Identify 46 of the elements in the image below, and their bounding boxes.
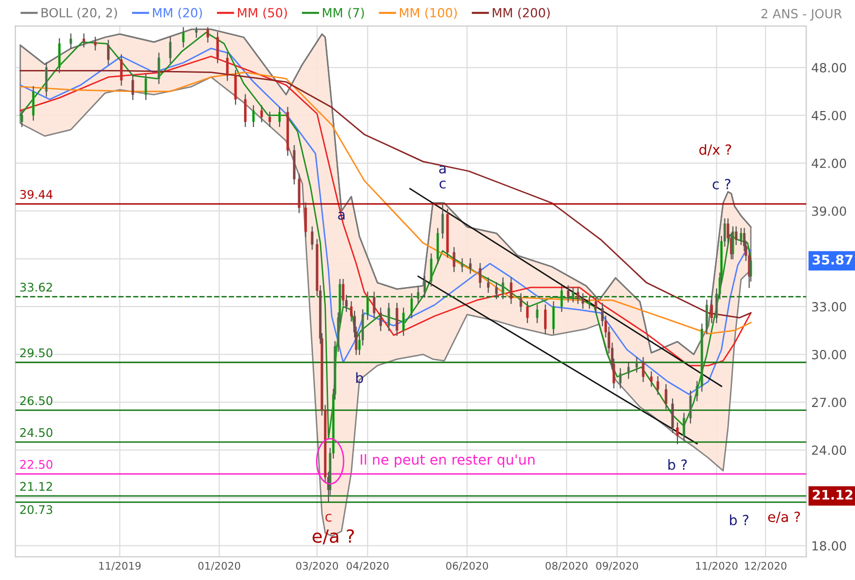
x-tick-label: 12/2020 [745, 562, 786, 571]
y-tick-label: 27.00 [812, 398, 846, 408]
annotation: b ? [730, 514, 748, 526]
annotation: Il ne peut en rester qu'un [360, 454, 534, 468]
x-tick-label: 03/2020 [296, 562, 338, 571]
y-tick-label: 24.00 [812, 445, 846, 455]
ref-line-label: 22.50 [20, 460, 52, 469]
ref-line-label: 26.50 [20, 396, 52, 406]
annotation: b [356, 372, 364, 384]
x-tick-label: 04/2020 [346, 562, 389, 571]
x-tick-label: 09/2020 [596, 562, 638, 571]
annotation: e/a ? [312, 529, 354, 544]
x-tick-label: 11/2020 [696, 562, 738, 571]
annotation: b ? [668, 459, 687, 470]
ref-line-label: 29.50 [20, 348, 52, 358]
legend-label: MM (200) [492, 8, 550, 19]
y-tick-label: 42.00 [812, 158, 846, 168]
ref-line-label: 20.73 [20, 505, 52, 514]
annotation: c [440, 180, 446, 189]
annotation: a [439, 166, 446, 174]
y-tick-label: 39.00 [812, 206, 846, 216]
annotation: d/x ? [699, 144, 732, 156]
legend-label: MM (100) [400, 8, 457, 19]
annotation: c [325, 514, 332, 522]
text: 2 ANS - JOUR [762, 8, 842, 21]
ref-line-label: 24.50 [20, 428, 52, 437]
annotation: c ? [712, 178, 730, 190]
y-tick-label: 18.00 [812, 541, 846, 551]
legend-label: MM (20) [153, 8, 202, 19]
y-tick-label: 33.00 [812, 302, 846, 312]
y-tick-label: 45.00 [812, 110, 846, 120]
x-tick-label: 11/2019 [99, 562, 141, 571]
x-tick-label: 06/2020 [446, 562, 488, 571]
text: 35.87 [812, 254, 853, 265]
x-tick-label: 01/2020 [198, 562, 240, 571]
ref-line-label: 33.62 [20, 282, 52, 292]
legend-label: MM (7) [322, 8, 364, 19]
legend-label: MM (50) [238, 8, 287, 19]
legend-label: BOLL (20, 2) [42, 8, 117, 19]
ref-line-label: 39.44 [20, 190, 52, 199]
y-tick-label: 48.00 [812, 63, 846, 72]
y-tick-label: 30.00 [812, 350, 846, 360]
ref-line-label: 21.12 [20, 482, 52, 491]
text: 21.12 [812, 490, 852, 500]
x-tick-label: 08/2020 [546, 562, 588, 571]
annotation: e/a ? [768, 512, 800, 524]
